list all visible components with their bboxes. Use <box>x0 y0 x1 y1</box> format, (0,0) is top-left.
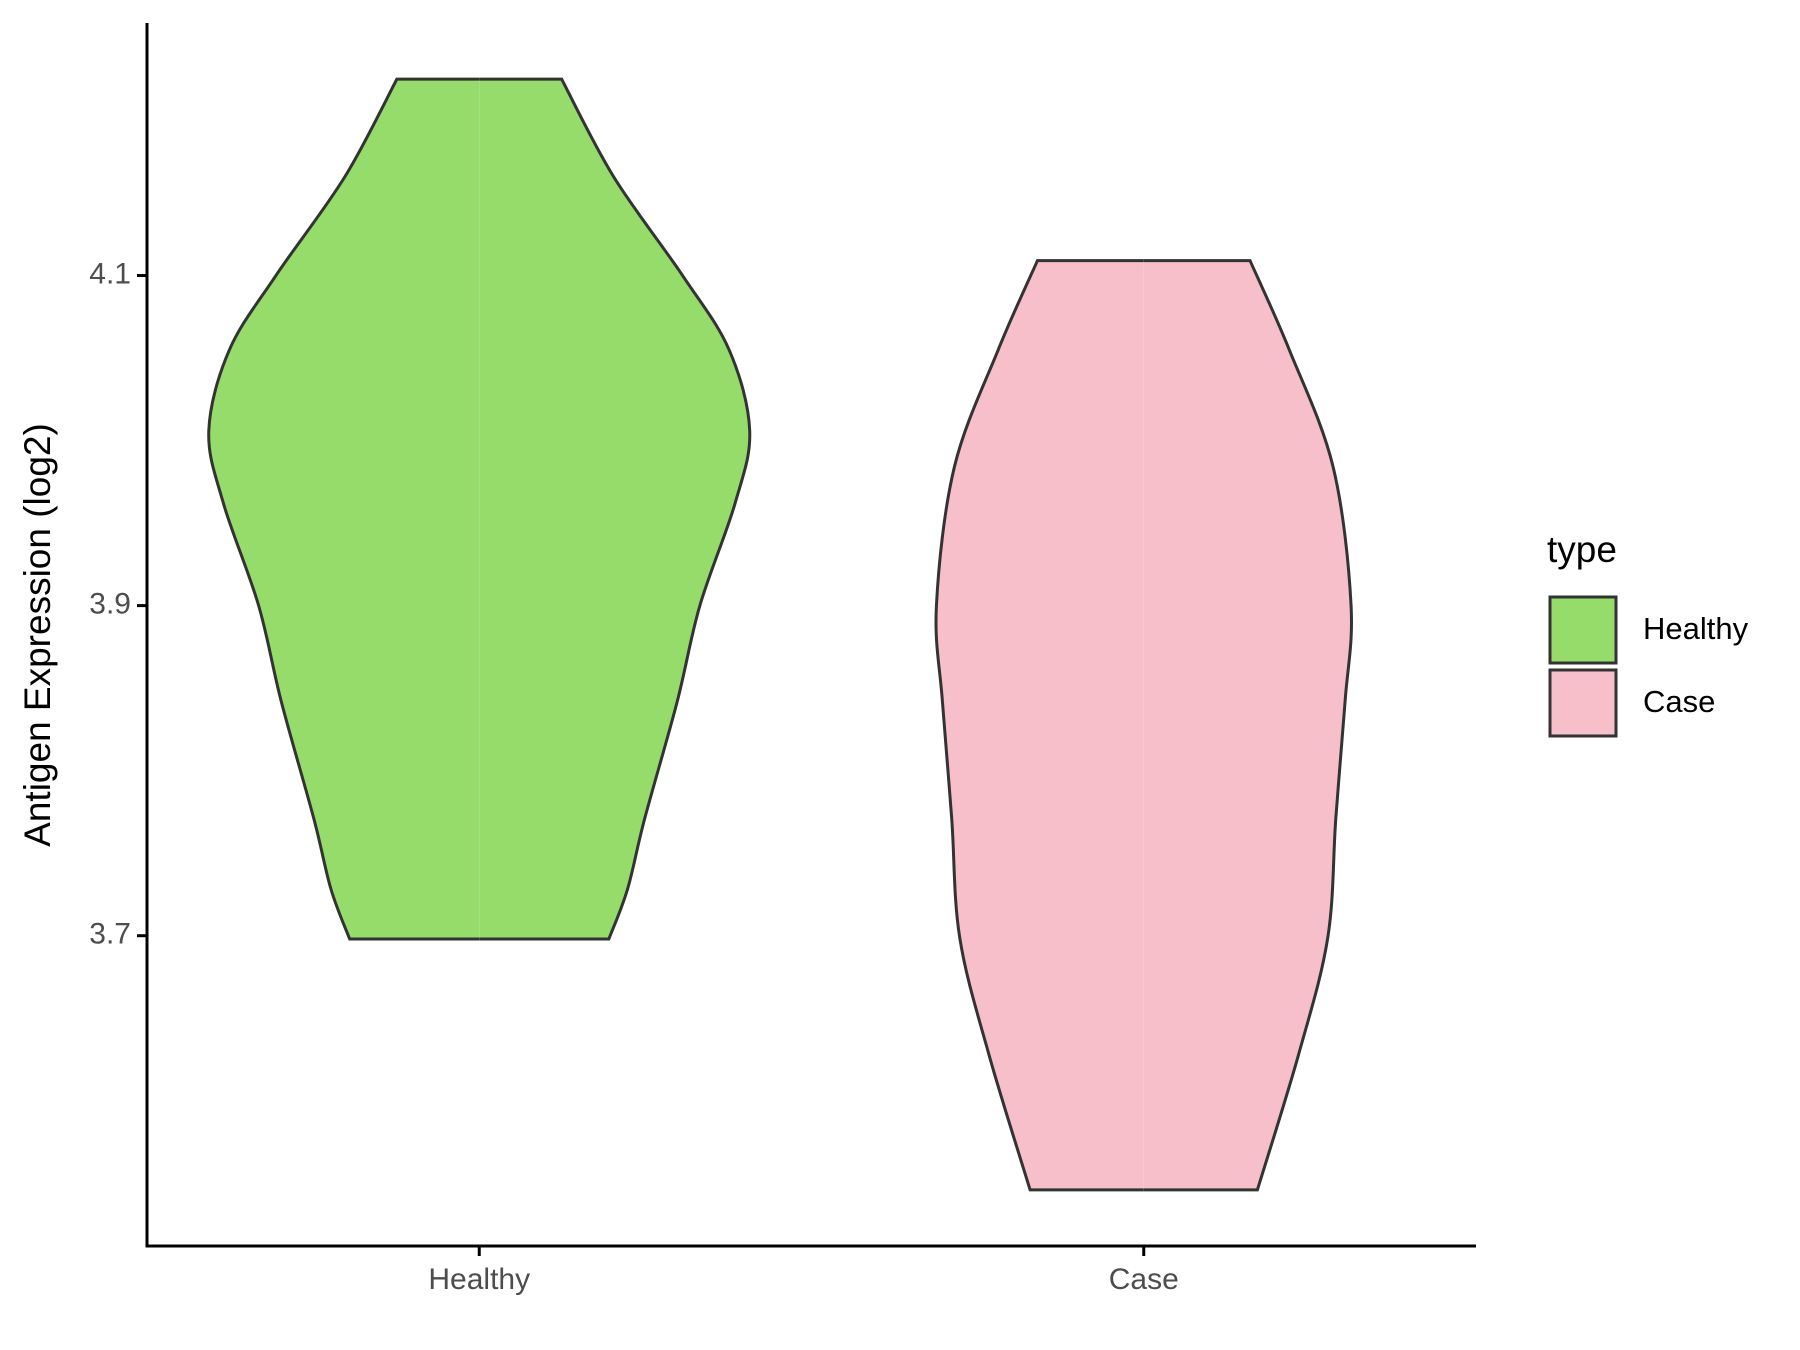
violin-half <box>479 77 752 941</box>
axis-line <box>145 23 1476 1248</box>
violin-half <box>934 259 1144 1192</box>
y-tick-label: 3.9 <box>89 588 131 621</box>
x-tick-label: Healthy <box>428 1263 530 1296</box>
legend-title: type <box>1547 529 1617 570</box>
y-axis-title: Antigen Expression (log2) <box>17 423 58 847</box>
legend-label: Healthy <box>1643 611 1749 646</box>
violin-half <box>207 77 480 941</box>
violin-half <box>1143 259 1353 1192</box>
y-tick-label: 4.1 <box>89 257 131 290</box>
x-tick-label: Case <box>1109 1263 1179 1296</box>
y-tick-label: 3.7 <box>89 918 131 951</box>
legend-key <box>1548 668 1618 738</box>
legend-key <box>1548 595 1618 665</box>
legend-label: Case <box>1643 684 1715 719</box>
